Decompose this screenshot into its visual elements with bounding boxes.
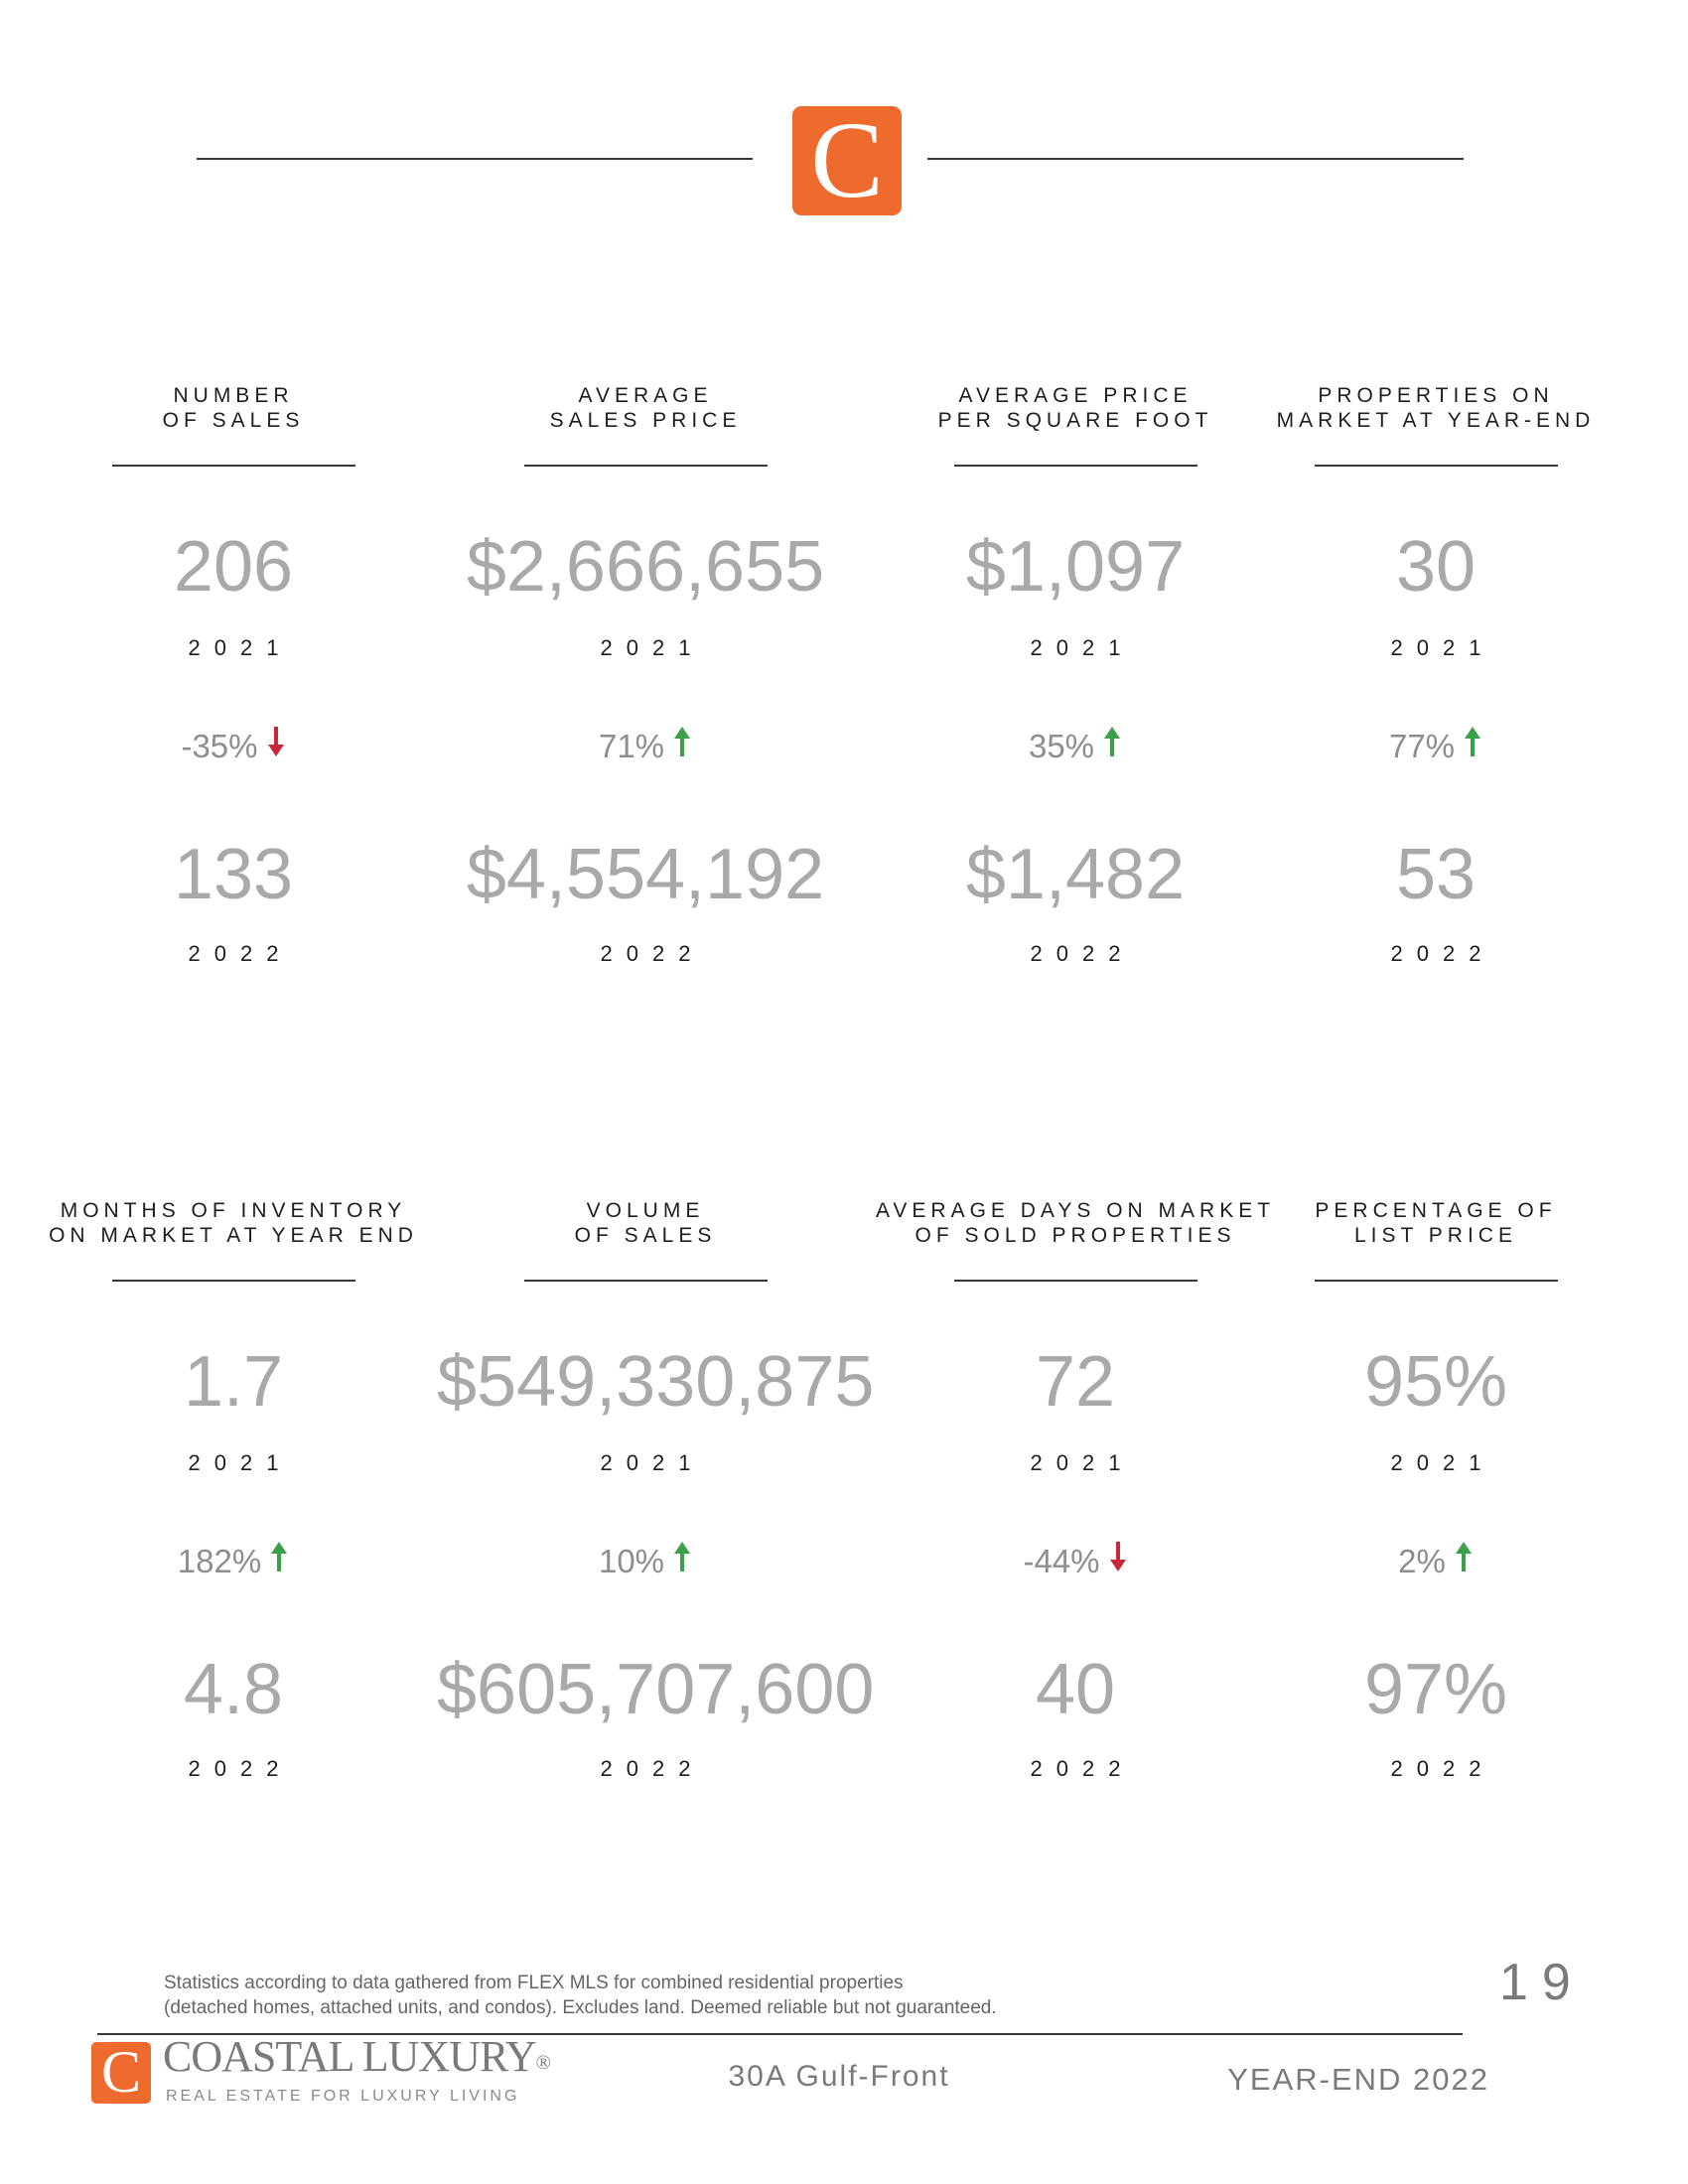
stat-value-2022: 40 [1035, 1650, 1116, 1729]
stat-value-2022: $4,554,192 [466, 835, 825, 914]
stat-year-2021: 2021 [600, 635, 705, 660]
arrow-down-icon [266, 726, 286, 766]
stat-label: NUMBER OF SALES [162, 384, 305, 432]
stat-year-2021: 2021 [1030, 1450, 1135, 1475]
arrow-up-icon [672, 726, 692, 766]
arrow-up-icon [1454, 1541, 1474, 1581]
brand-tagline: REAL ESTATE FOR LUXURY LIVING [166, 2088, 520, 2105]
header-rule-right [927, 158, 1464, 160]
stat-card: PROPERTIES ON MARKET AT YEAR-END 30 2021 53… [1227, 383, 1644, 979]
footer-logo: C [91, 2042, 151, 2104]
footer-area-name: 30A Gulf-Front [728, 2060, 950, 2093]
stat-divider [954, 1280, 1197, 1282]
stat-change-percent: 10% [598, 1543, 665, 1579]
stat-divider [1315, 1280, 1558, 1282]
brand-logo: C [792, 99, 902, 220]
stat-divider [524, 1280, 768, 1282]
stat-year-2021: 2021 [188, 635, 293, 660]
stat-divider [954, 465, 1197, 467]
stat-value-2021: 95% [1363, 1342, 1508, 1422]
stat-change: 10% [437, 1541, 854, 1581]
stat-year-2021: 2021 [1390, 635, 1495, 660]
stat-value-2021: $1,097 [965, 527, 1186, 607]
brand-name: COASTAL LUXURY® [163, 2032, 551, 2081]
stat-card: AVERAGE PRICE PER SQUARE FOOT $1,097 2021 $… [867, 383, 1284, 979]
stat-value-2022: 53 [1395, 835, 1477, 914]
stat-change: 35% [867, 726, 1284, 766]
stat-card: PERCENTAGE OF LIST PRICE 95% 2021 97% 2022 2% [1227, 1198, 1644, 1794]
stat-year-2021: 2021 [1030, 635, 1135, 660]
stat-value-2022: 97% [1363, 1650, 1508, 1729]
stat-value-2022: $605,707,600 [437, 1650, 875, 1729]
stat-change: 71% [437, 726, 854, 766]
arrow-up-icon [1102, 726, 1122, 766]
stat-value-2021: $549,330,875 [437, 1342, 875, 1422]
arrow-up-icon [1463, 726, 1482, 766]
stat-divider [524, 465, 768, 467]
stat-change-percent: 77% [1388, 728, 1456, 764]
stat-change: -44% [867, 1541, 1284, 1581]
footnote: Statistics according to data gathered fr… [164, 1971, 1157, 2020]
stat-year-2022: 2022 [188, 1756, 293, 1781]
stat-label: AVERAGE DAYS ON MARKET OF SOLD PROPERTIE… [875, 1199, 1276, 1247]
stat-card: AVERAGE DAYS ON MARKET OF SOLD PROPERTIE… [867, 1198, 1284, 1794]
stat-card: NUMBER OF SALES 206 2021 133 2022 -35% [25, 383, 442, 979]
page-number: 19 [1499, 1954, 1585, 2011]
stat-year-2022: 2022 [1390, 941, 1495, 966]
stat-value-2022: $1,482 [965, 835, 1186, 914]
stat-divider [1315, 465, 1558, 467]
stat-card: VOLUME OF SALES $549,330,875 2021 $605,707,… [437, 1198, 875, 1794]
stat-divider [112, 465, 355, 467]
stat-year-2022: 2022 [1030, 941, 1135, 966]
arrow-down-icon [1108, 1541, 1128, 1581]
stat-card: AVERAGE SALES PRICE $2,666,655 2021 $4,554,… [437, 383, 854, 979]
registered-mark: ® [535, 2052, 551, 2074]
stat-change-percent: 182% [177, 1543, 262, 1579]
stat-year-2022: 2022 [600, 1756, 705, 1781]
stat-card: MONTHS OF INVENTORY ON MARKET AT YEAR EN… [25, 1198, 442, 1794]
stat-value-2021: 72 [1035, 1342, 1116, 1422]
stat-label: MONTHS OF INVENTORY ON MARKET AT YEAR EN… [49, 1199, 418, 1247]
stat-change-percent: 71% [598, 728, 665, 764]
footer-edition: YEAR-END 2022 [1227, 2062, 1489, 2097]
stat-value-2022: 133 [173, 835, 294, 914]
stat-year-2022: 2022 [1030, 1756, 1135, 1781]
arrow-up-icon [672, 1541, 692, 1581]
stat-year-2021: 2021 [188, 1450, 293, 1475]
stat-value-2022: 4.8 [183, 1650, 284, 1729]
stat-change: -35% [25, 726, 442, 766]
stat-divider [112, 1280, 355, 1282]
stat-change: 77% [1227, 726, 1644, 766]
stat-year-2021: 2021 [600, 1450, 705, 1475]
brand-name-text: COASTAL LUXURY [163, 2032, 537, 2081]
stat-change-percent: -35% [181, 728, 258, 764]
stat-label: AVERAGE SALES PRICE [549, 384, 742, 432]
stat-label: PERCENTAGE OF LIST PRICE [1315, 1199, 1557, 1247]
header-rule-left [197, 158, 753, 160]
stat-value-2021: $2,666,655 [466, 527, 825, 607]
footer-rule [97, 2033, 1463, 2035]
arrow-up-icon [269, 1541, 289, 1581]
footnote-line-2: (detached homes, attached units, and con… [164, 1997, 997, 2018]
stat-value-2021: 206 [173, 527, 294, 607]
stat-change-percent: 35% [1028, 728, 1095, 764]
stat-value-2021: 30 [1395, 527, 1477, 607]
footnote-line-1: Statistics according to data gathered fr… [164, 1973, 904, 1993]
logo-letter: C [810, 99, 884, 220]
stat-label: AVERAGE PRICE PER SQUARE FOOT [937, 384, 1213, 432]
stat-year-2021: 2021 [1390, 1450, 1495, 1475]
stat-label: PROPERTIES ON MARKET AT YEAR-END [1276, 384, 1596, 432]
stat-year-2022: 2022 [1390, 1756, 1495, 1781]
footer-logo-letter: C [100, 2039, 142, 2105]
stat-change-percent: 2% [1398, 1543, 1446, 1579]
stat-change-percent: -44% [1023, 1543, 1100, 1579]
stat-year-2022: 2022 [600, 941, 705, 966]
stat-year-2022: 2022 [188, 941, 293, 966]
stat-label: VOLUME OF SALES [574, 1199, 717, 1247]
stat-change: 182% [25, 1541, 442, 1581]
stat-change: 2% [1227, 1541, 1644, 1581]
stat-value-2021: 1.7 [183, 1342, 284, 1422]
